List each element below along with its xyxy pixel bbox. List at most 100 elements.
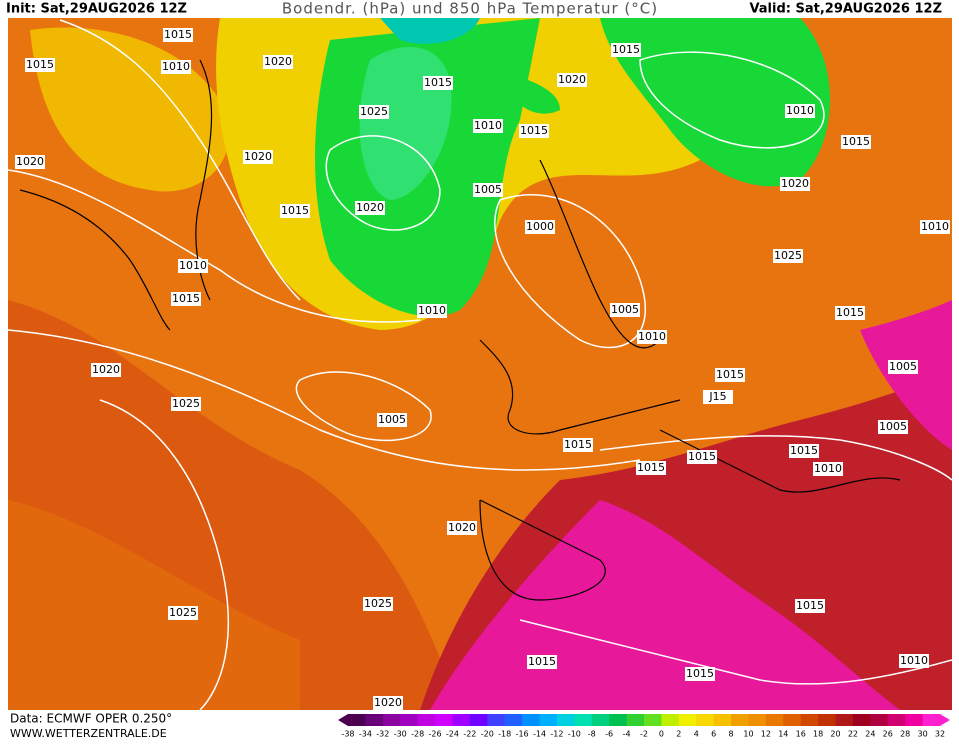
isobar-label-box <box>611 43 641 57</box>
colorbar-tick-label: 4 <box>694 730 699 739</box>
colorbar-segment <box>818 714 837 726</box>
colorbar-tick-label: -14 <box>533 730 546 739</box>
colorbar-segment <box>644 714 662 726</box>
colorbar-tick-label: 28 <box>900 730 910 739</box>
isobar-label: 1010 <box>418 304 446 317</box>
colorbar-tick-label: 10 <box>743 730 753 739</box>
colorbar-segment <box>626 714 645 726</box>
data-source: Data: ECMWF OPER 0.250° <box>10 712 172 726</box>
isobar-label-box <box>25 58 55 72</box>
isobar-label: 1010 <box>162 60 190 73</box>
isobar-label: 1020 <box>374 696 402 709</box>
colorbar: -38 -34 -32 -30 -28 -26 -24 -22 -20 -18 -16 -14 -12-… <box>338 714 950 739</box>
isobar-label-box <box>178 259 208 273</box>
isobar-label: 1005 <box>378 413 406 426</box>
colorbar-segment <box>696 714 715 726</box>
isobar-label: 1025 <box>169 606 197 619</box>
colorbar-segment <box>417 714 436 726</box>
isobar-label-box <box>243 150 273 164</box>
temperature-field <box>8 18 952 710</box>
colorbar-segment <box>800 714 819 726</box>
colorbar-arrow <box>338 714 348 726</box>
isobar-label: 1015 <box>796 599 824 612</box>
colorbar-tick-label: -38 <box>341 730 354 739</box>
isobar-label-box <box>168 606 198 620</box>
colorbar-segment <box>382 714 401 726</box>
isobar-label: 1010 <box>474 119 502 132</box>
isobar-label: 1015 <box>637 461 665 474</box>
isobar-label: 1015 <box>842 135 870 148</box>
colorbar-tick-label: -16 <box>516 730 529 739</box>
valid-time: Valid: Sat,29AUG2026 12Z <box>749 2 942 17</box>
colorbar-tick-label: -28 <box>411 730 424 739</box>
colorbar-tick-label: -34 <box>359 730 372 739</box>
isobar-label: 1020 <box>558 73 586 86</box>
colorbar-segment <box>452 714 471 726</box>
isobar-label: 1015 <box>790 444 818 457</box>
colorbar-segment <box>609 714 628 726</box>
colorbar-tick-label: 20 <box>830 730 840 739</box>
isobar-label-box <box>15 155 45 169</box>
isobar-label: 1015 <box>836 306 864 319</box>
isobar-label: 1020 <box>264 55 292 68</box>
isobar-label: 1000 <box>526 220 554 233</box>
isobar-label-box <box>715 368 745 382</box>
colorbar-tick-label: 12 <box>761 730 771 739</box>
isobar-label-box <box>423 76 453 90</box>
isobar-label: 1005 <box>889 360 917 373</box>
isobar-label-box <box>163 28 193 42</box>
isobar-label: 1015 <box>424 76 452 89</box>
colorbar-segment <box>870 714 889 726</box>
isobar-label-box <box>359 105 389 119</box>
isobar-label: 1005 <box>474 183 502 196</box>
isobar-label-box <box>785 104 815 118</box>
isobar-label-box <box>899 654 929 668</box>
isobar-label-box <box>263 55 293 69</box>
isobar-label-box <box>687 450 717 464</box>
isobar-label-box <box>637 330 667 344</box>
colorbar-tick-label: -6 <box>605 730 613 739</box>
isobar-label-box <box>773 249 803 263</box>
isobar-label: 1015 <box>281 204 309 217</box>
colorbar-segment <box>852 714 871 726</box>
isobar-label: 1015 <box>528 655 556 668</box>
colorbar-arrow <box>940 714 950 726</box>
isobar-label: 1015 <box>612 43 640 56</box>
colorbar-segment <box>678 714 697 726</box>
colorbar-tick-label: 14 <box>778 730 788 739</box>
isobar-label: 1020 <box>781 177 809 190</box>
isobar-label-box <box>417 304 447 318</box>
colorbar-tick-label: 16 <box>796 730 806 739</box>
colorbar-segment <box>574 714 593 726</box>
isobar-label-box <box>171 292 201 306</box>
isobar-label-box <box>525 220 555 234</box>
isobar-label-box <box>563 438 593 452</box>
isobar-label-box <box>813 462 843 476</box>
colorbar-tick-label: -12 <box>550 730 563 739</box>
isobar-label: 1015 <box>716 368 744 381</box>
isobar-label-box <box>920 220 950 234</box>
isobar-label-box <box>161 60 191 74</box>
isobar-label-box <box>703 390 733 404</box>
colorbar-tick-label: -24 <box>446 730 459 739</box>
isobar-label-box <box>373 696 403 710</box>
isobar-label: 1010 <box>638 330 666 343</box>
colorbar-segment <box>522 714 541 726</box>
isobar-label: 1010 <box>814 462 842 475</box>
isobar-label: 1025 <box>360 105 388 118</box>
isobar-label: 1015 <box>164 28 192 41</box>
isobar-label-box <box>171 397 201 411</box>
isobar-label: 1020 <box>92 363 120 376</box>
colorbar-tick-label: -26 <box>429 730 442 739</box>
colorbar-segment <box>556 714 575 726</box>
isobar-label-box <box>685 667 715 681</box>
isobar-label: 1015 <box>688 450 716 463</box>
isobar-label: 1020 <box>16 155 44 168</box>
isobar-label-box <box>789 444 819 458</box>
colorbar-segment <box>887 714 906 726</box>
colorbar-segment <box>487 714 506 726</box>
isobar-label-box <box>888 360 918 374</box>
colorbar-segment <box>765 714 784 726</box>
colorbar-tick-label: -18 <box>498 730 511 739</box>
